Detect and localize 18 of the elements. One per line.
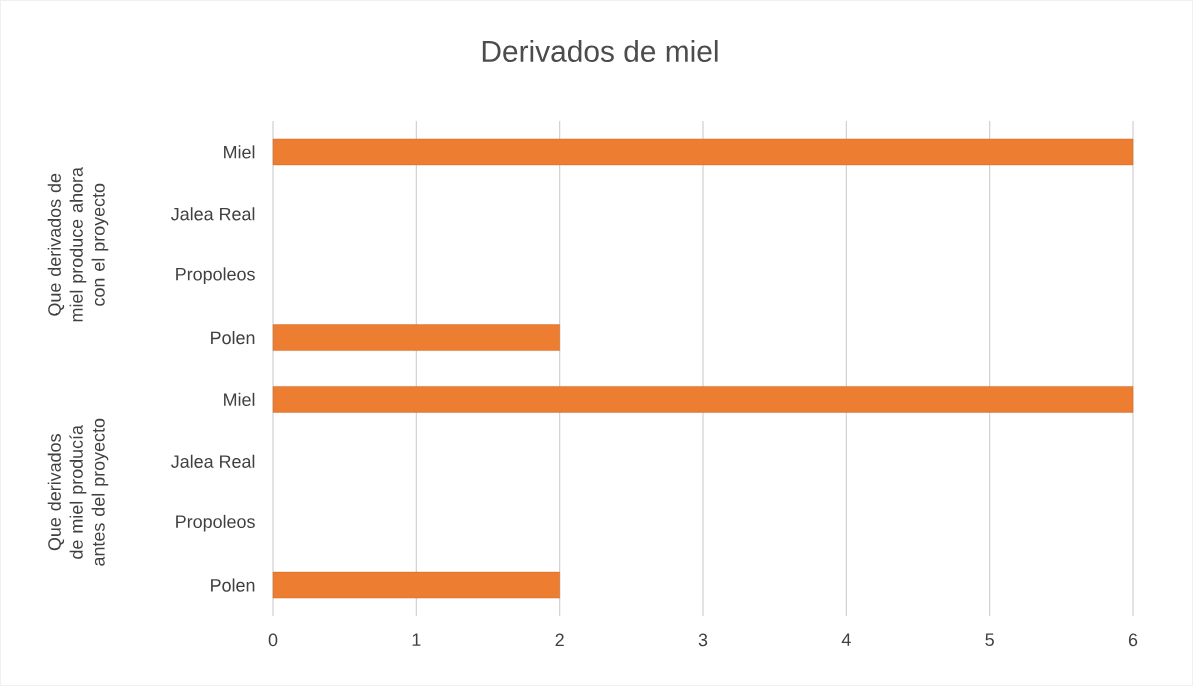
y-tick-label: Polen	[211, 330, 255, 345]
chart-title: Derivados de miel	[482, 40, 718, 62]
x-tick-label: 1	[412, 633, 421, 646]
y-tick-label: Miel	[224, 145, 255, 159]
y-tick-label: Jalea Real	[171, 454, 255, 468]
x-tick-label: 4	[841, 633, 851, 646]
x-tick-label: 2	[555, 633, 564, 647]
y-tick-label: Jalea Real	[171, 207, 255, 221]
y-tick-label: Propoleos	[176, 267, 255, 285]
text: Que derivados de miel producía antes del proyecto	[47, 418, 109, 566]
x-tick-label: 5	[985, 633, 994, 647]
y-tick-label: Polen	[211, 578, 255, 592]
x-tick-label: 3	[698, 633, 708, 647]
y-tick-label: Miel	[224, 392, 255, 407]
y-tick-label: Propoleos	[176, 514, 255, 532]
x-tick-label: 6	[1128, 633, 1138, 647]
text: Que derivados de miel produce ahora con el proyecto	[47, 167, 109, 322]
x-tick-label: 0	[268, 633, 278, 647]
